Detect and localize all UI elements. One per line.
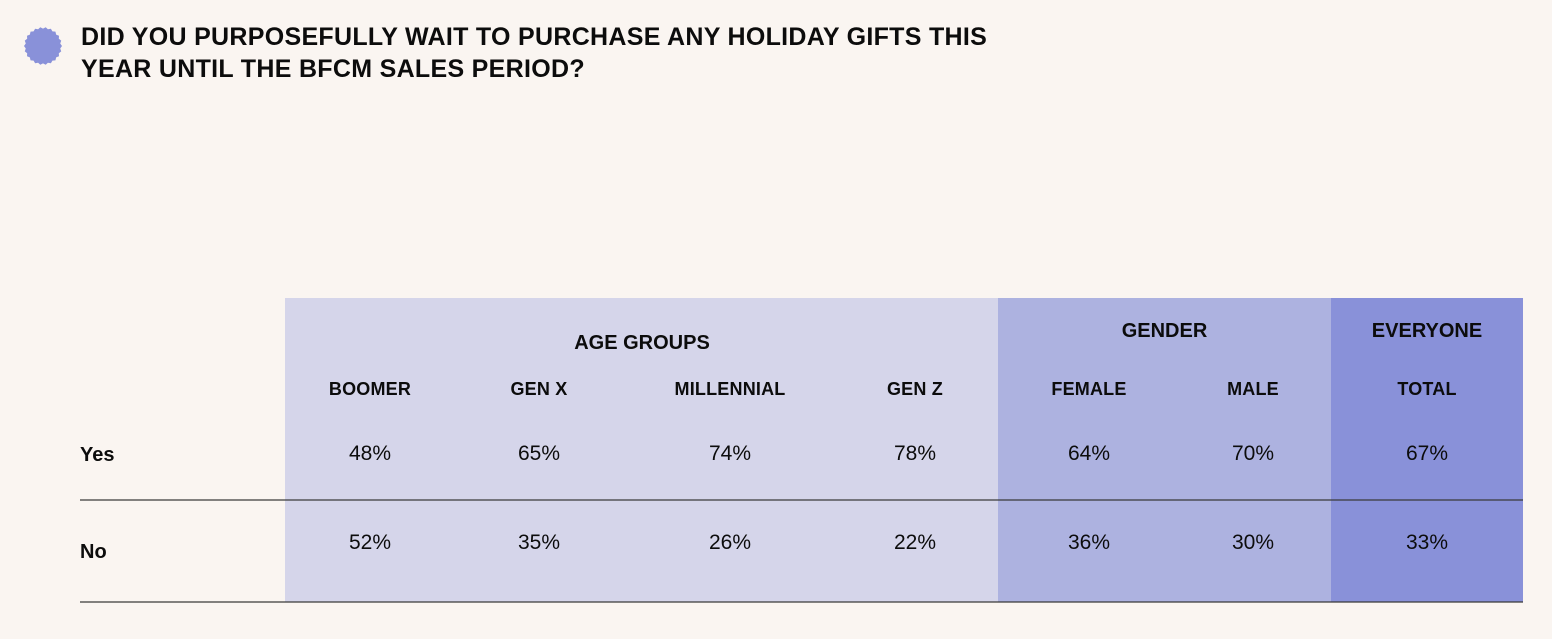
cell-yes-4: 64% (1068, 442, 1110, 465)
cell-yes-5: 70% (1232, 442, 1274, 465)
column-label-male: MALE (1227, 379, 1279, 399)
cell-no-4: 36% (1068, 531, 1110, 554)
cell-no-0: 52% (349, 531, 391, 554)
cell-yes-3: 78% (894, 442, 936, 465)
group-label-age-groups: AGE GROUPS (574, 332, 710, 354)
cell-no-1: 35% (518, 531, 560, 554)
scalloped-circle-icon (24, 27, 62, 65)
column-label-gen-z: GEN Z (887, 379, 943, 399)
group-label-gender: GENDER (1122, 320, 1208, 342)
group-background-gender (998, 298, 1331, 602)
column-label-female: FEMALE (1051, 379, 1126, 399)
column-label-boomer: BOOMER (329, 379, 411, 399)
cell-no-3: 22% (894, 531, 936, 554)
chart-title-line-2: YEAR UNTIL THE BFCM SALES PERIOD? (81, 55, 585, 83)
cell-yes-6: 67% (1406, 442, 1448, 465)
column-label-millennial: MILLENNIAL (675, 379, 786, 399)
group-background-everyone (1331, 298, 1523, 602)
cell-yes-0: 48% (349, 442, 391, 465)
column-label-gen-x: GEN X (510, 379, 567, 399)
cell-no-5: 30% (1232, 531, 1274, 554)
cell-yes-1: 65% (518, 442, 560, 465)
row-label-yes: Yes (80, 444, 114, 466)
cell-no-6: 33% (1406, 531, 1448, 554)
chart-title-line-1: DID YOU PURPOSEFULLY WAIT TO PURCHASE AN… (81, 23, 987, 51)
column-label-total: TOTAL (1397, 379, 1456, 399)
group-label-everyone: EVERYONE (1372, 320, 1482, 342)
cell-yes-2: 74% (709, 442, 751, 465)
row-label-no: No (80, 541, 107, 563)
group-background-age-groups (285, 298, 998, 602)
cell-no-2: 26% (709, 531, 751, 554)
